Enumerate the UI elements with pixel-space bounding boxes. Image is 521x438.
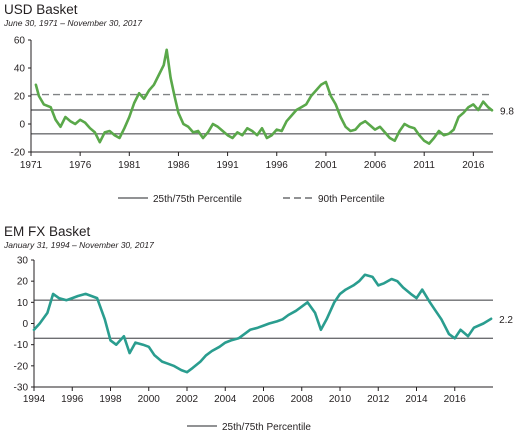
end-value-label: 2.2 [499,315,513,326]
y-tick-label: 40 [14,64,26,75]
x-tick-label: 2006 [252,394,275,405]
usd-chart-subtitle: June 30, 1971 – November 30, 2017 [4,18,142,28]
y-tick-label: -20 [14,361,29,372]
x-tick-label: 1998 [99,394,122,405]
y-tick-label: -30 [14,383,29,394]
y-tick-label: 60 [14,36,26,47]
x-tick-label: 1996 [266,160,289,171]
x-tick-label: 2002 [176,394,199,405]
end-value-label: 9.8 [500,106,514,117]
x-tick-label: 2004 [214,394,237,405]
usd-basket-panel: USD Basket June 30, 1971 – November 30, … [4,2,515,206]
x-tick-label: 1994 [23,394,46,405]
y-tick-label: 30 [17,256,29,267]
y-tick-label: 0 [22,319,28,330]
x-tick-label: 1976 [69,160,92,171]
x-tick-label: 2006 [364,160,387,171]
x-tick-label: 1981 [118,160,141,171]
x-tick-label: 1971 [20,160,43,171]
x-tick-label: 2001 [315,160,338,171]
x-tick-label: 2012 [367,394,390,405]
series-line-0 [32,273,493,374]
y-tick-label: 0 [19,120,25,131]
y-tick-label: 20 [17,277,29,288]
y-tick-label: -20 [11,148,26,159]
em-chart-subtitle: January 31, 1994 – November 30, 2017 [4,240,154,250]
usd-chart-title: USD Basket [4,2,78,17]
x-tick-label: 2008 [291,394,314,405]
y-tick-label: 10 [17,298,29,309]
series-line-0 [34,48,494,145]
x-tick-label: 2016 [462,160,485,171]
x-tick-label: 1991 [216,160,239,171]
x-tick-label: 2000 [138,394,161,405]
legend-label-1: 90th Percentile [318,194,385,205]
x-tick-label: 2014 [405,394,428,405]
y-tick-label: -10 [14,340,29,351]
legend-label-0: 25th/75th Percentile [153,194,242,205]
em-fx-basket-panel: EM FX Basket January 31, 1994 – November… [0,220,521,438]
x-tick-label: 1986 [167,160,190,171]
x-tick-label: 2011 [413,160,435,171]
y-tick-label: 20 [14,92,26,103]
legend-label-0: 25th/75th Percentile [222,422,311,433]
x-tick-label: 2010 [329,394,352,405]
em-chart-title: EM FX Basket [4,224,91,239]
x-tick-label: 2016 [444,394,467,405]
x-tick-label: 1996 [61,394,84,405]
